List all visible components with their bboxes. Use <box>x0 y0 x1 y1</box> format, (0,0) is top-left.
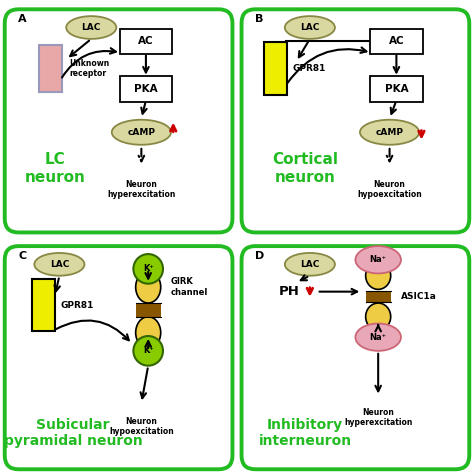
Text: Na⁺: Na⁺ <box>370 255 387 264</box>
Text: ASIC1a: ASIC1a <box>401 292 437 301</box>
FancyBboxPatch shape <box>5 246 232 469</box>
Text: LAC: LAC <box>82 23 101 32</box>
Text: B: B <box>255 14 264 24</box>
Ellipse shape <box>360 120 419 145</box>
Text: D: D <box>255 251 264 261</box>
FancyBboxPatch shape <box>242 246 469 469</box>
Text: GPR81: GPR81 <box>61 301 94 310</box>
Text: Neuron
hypoexcitation: Neuron hypoexcitation <box>357 180 422 200</box>
Text: PH: PH <box>279 285 300 298</box>
FancyBboxPatch shape <box>32 279 55 331</box>
Circle shape <box>133 254 163 283</box>
FancyBboxPatch shape <box>39 45 62 92</box>
Text: LC
neuron: LC neuron <box>24 153 85 185</box>
Text: GIRK
channel: GIRK channel <box>171 277 209 297</box>
Text: PKA: PKA <box>384 84 408 94</box>
Ellipse shape <box>365 262 391 289</box>
FancyBboxPatch shape <box>136 303 161 317</box>
FancyBboxPatch shape <box>370 76 423 101</box>
Text: K⁺: K⁺ <box>143 264 154 273</box>
Text: Neuron
hyperexcitation: Neuron hyperexcitation <box>344 408 412 427</box>
Ellipse shape <box>66 16 116 39</box>
Text: AC: AC <box>138 36 154 46</box>
Text: C: C <box>18 251 27 261</box>
Text: Cortical
neuron: Cortical neuron <box>272 153 338 185</box>
Text: PKA: PKA <box>134 84 158 94</box>
Ellipse shape <box>112 120 171 145</box>
Text: LAC: LAC <box>300 23 319 32</box>
Text: K⁺: K⁺ <box>143 346 154 356</box>
Ellipse shape <box>34 253 84 276</box>
Text: cAMP: cAMP <box>128 128 155 137</box>
Ellipse shape <box>136 271 161 303</box>
Text: LAC: LAC <box>300 260 319 269</box>
Ellipse shape <box>285 16 335 39</box>
Text: cAMP: cAMP <box>375 128 403 137</box>
FancyBboxPatch shape <box>370 28 423 54</box>
FancyBboxPatch shape <box>5 9 232 232</box>
Ellipse shape <box>356 246 401 273</box>
Text: LAC: LAC <box>50 260 69 269</box>
FancyBboxPatch shape <box>365 291 391 302</box>
Ellipse shape <box>285 253 335 276</box>
Text: GPR81: GPR81 <box>293 64 326 73</box>
Ellipse shape <box>356 324 401 351</box>
Text: A: A <box>18 14 27 24</box>
Text: Unknown
receptor: Unknown receptor <box>70 59 110 78</box>
FancyBboxPatch shape <box>120 76 172 101</box>
Circle shape <box>133 336 163 365</box>
FancyBboxPatch shape <box>264 42 287 95</box>
Text: Inhibitory
interneuron: Inhibitory interneuron <box>259 418 352 448</box>
Ellipse shape <box>365 303 391 330</box>
Text: AC: AC <box>389 36 404 46</box>
Text: Neuron
hypoexcitation: Neuron hypoexcitation <box>109 417 174 436</box>
FancyBboxPatch shape <box>242 9 469 232</box>
FancyBboxPatch shape <box>120 28 172 54</box>
Text: Subicular
pyramidal neuron: Subicular pyramidal neuron <box>4 418 142 448</box>
Text: Neuron
hyperexcitation: Neuron hyperexcitation <box>107 180 175 200</box>
Text: Na⁺: Na⁺ <box>370 333 387 342</box>
Ellipse shape <box>136 317 161 348</box>
